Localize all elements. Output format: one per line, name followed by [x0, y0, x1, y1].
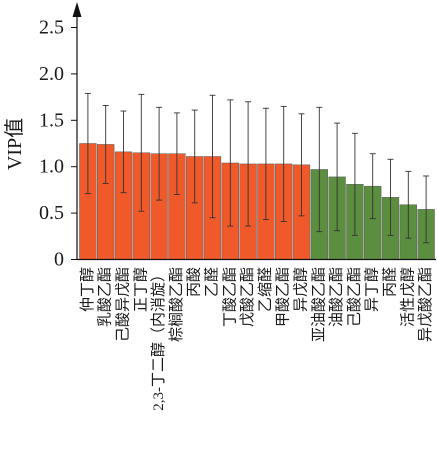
x-tick-label: 正丁醇 — [132, 267, 149, 312]
x-tick-label: 乙缩醛 — [257, 267, 274, 312]
error-bar — [191, 109, 198, 204]
x-tick-label: 丙醛 — [382, 267, 399, 297]
error-bar — [209, 94, 216, 219]
x-tick-label: 乙醛 — [204, 267, 221, 297]
x-tick-label: 丙酸 — [186, 267, 203, 297]
y-tick-label: 0.5 — [39, 202, 64, 224]
y-tick-label: 0 — [54, 249, 64, 271]
error-bar — [316, 106, 323, 233]
x-tick-label: 棕榈酸乙酯 — [168, 267, 185, 342]
error-bar — [227, 99, 234, 227]
error-bar — [84, 92, 91, 195]
error-bar — [102, 105, 109, 184]
error-bar — [173, 112, 180, 195]
error-bar — [369, 153, 376, 220]
x-tick-label: 己酸异戊酯 — [115, 267, 132, 342]
y-tick-label: 1.0 — [39, 156, 64, 178]
x-tick-label: 戊酸乙酯 — [239, 267, 256, 327]
error-bar — [156, 106, 163, 201]
y-tick-label: 1.5 — [39, 109, 64, 131]
error-bar — [387, 158, 394, 236]
y-axis-label: VIP值 — [3, 118, 26, 170]
x-tick-label: 2,3-丁二醇（内消旋） — [150, 267, 167, 411]
y-axis-ticks: 0 0.5 1.0 1.5 2.0 2.5 — [39, 17, 77, 271]
x-tick-label: 异戊酸乙酯 — [417, 267, 434, 342]
error-bar — [138, 93, 145, 212]
x-axis-labels: 仲丁醇 乳酸乙酯 己酸异戊酯 正丁醇 2,3-丁二醇（内消旋） 棕榈酸乙酯 丙酸 乙醛 丁酸乙酯… — [79, 267, 434, 411]
error-bar — [245, 101, 252, 227]
error-bar — [120, 110, 127, 194]
error-bar — [298, 113, 305, 217]
error-bar — [351, 132, 358, 236]
error-bar — [262, 107, 269, 221]
x-tick-label: 异丁醇 — [364, 267, 381, 312]
bars — [79, 143, 435, 260]
error-bars — [84, 92, 430, 244]
x-tick-label: 仲丁醇 — [79, 267, 96, 312]
x-tick-label: 甲酸乙酯 — [275, 267, 292, 327]
x-tick-label: 异戊醇 — [293, 267, 310, 312]
y-tick-label: 2.5 — [39, 17, 64, 39]
x-tick-label: 油酸乙酯 — [328, 267, 345, 327]
x-tick-label: 丁酸乙酯 — [221, 267, 238, 327]
x-tick-label: 活性戊醇 — [399, 267, 416, 327]
y-axis-arrow — [72, 2, 82, 17]
error-bar — [334, 122, 341, 232]
x-tick-label: 己酸乙酯 — [346, 267, 363, 327]
error-bar — [405, 170, 412, 239]
error-bar — [280, 105, 287, 222]
x-tick-label: 亚油酸乙酯 — [310, 267, 327, 342]
y-tick-label: 2.0 — [39, 63, 64, 85]
x-tick-label: 乳酸乙酯 — [97, 267, 114, 327]
error-bar — [423, 175, 430, 244]
